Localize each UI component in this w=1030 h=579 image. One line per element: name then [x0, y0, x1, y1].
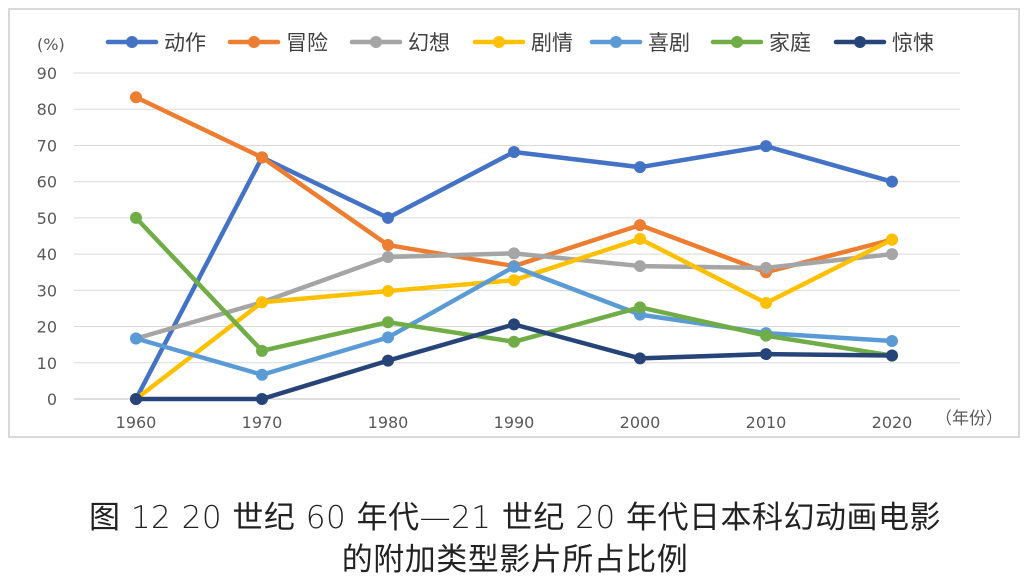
legend-swatch-marker: [370, 36, 382, 48]
data-point-series-1: [382, 211, 394, 224]
data-point-series-4: [256, 296, 268, 309]
legend-swatch-marker: [126, 36, 138, 48]
data-point-series-4: [760, 297, 772, 310]
y-tick-label: 10: [37, 354, 57, 373]
data-point-series-3: [634, 260, 646, 273]
y-axis-label: (%): [37, 35, 65, 54]
data-point-series-7: [886, 349, 898, 362]
data-point-series-5: [256, 368, 268, 381]
data-point-series-4: [886, 233, 898, 246]
y-tick-label: 90: [37, 64, 57, 83]
data-point-series-2: [256, 151, 268, 164]
data-point-series-1: [634, 161, 646, 174]
x-tick-label: 2000: [620, 413, 661, 432]
y-tick-label: 60: [37, 173, 57, 192]
y-tick-label: 40: [37, 245, 57, 264]
legend-label: 冒险: [286, 31, 328, 55]
chart-frame: 0 10 20 30 40 50 60 70 80 90 (%) 1960 1970 1980 1990 20…: [8, 8, 1020, 438]
data-point-series-3: [382, 251, 394, 264]
data-point-series-7: [256, 393, 268, 405]
data-point-series-1: [760, 140, 772, 153]
x-tick-label: 1980: [368, 413, 409, 432]
data-point-series-7: [760, 348, 772, 361]
legend-swatch-marker: [248, 36, 260, 48]
y-tick-label: 80: [37, 100, 57, 119]
data-point-series-4: [634, 232, 646, 245]
data-point-series-6: [382, 316, 394, 329]
data-point-series-1: [886, 175, 898, 188]
y-tick-label: 20: [37, 318, 57, 337]
data-point-series-3: [760, 261, 772, 274]
legend-label: 剧情: [531, 31, 573, 55]
legend-label: 动作: [164, 31, 206, 55]
data-point-series-2: [634, 219, 646, 232]
data-point-series-5: [382, 331, 394, 344]
data-point-series-6: [256, 344, 268, 357]
data-point-series-6: [130, 211, 142, 224]
data-point-series-4: [382, 285, 394, 298]
x-tick-label: 1990: [494, 413, 535, 432]
x-tick-label: 1970: [242, 413, 283, 432]
legend-swatch-marker: [731, 36, 743, 48]
x-tick-label: 2010: [746, 413, 787, 432]
figure-caption-line-1: 图 12 20 世纪 60 年代—21 世纪 20 年代日本科幻动画电影: [88, 500, 942, 536]
data-point-series-7: [508, 318, 520, 331]
line-chart: 0 10 20 30 40 50 60 70 80 90 (%) 1960 1970 1980 1990 20…: [37, 31, 1003, 432]
data-point-series-1: [508, 145, 520, 158]
legend-swatch-marker: [493, 36, 505, 48]
data-point-series-7: [382, 354, 394, 367]
legend-label: 家庭: [769, 31, 811, 55]
data-point-series-6: [634, 301, 646, 314]
legend-label: 喜剧: [648, 31, 690, 55]
data-point-series-7: [634, 352, 646, 365]
data-point-series-5: [886, 335, 898, 348]
x-axis-label: （年份）: [935, 409, 1003, 429]
data-point-series-2: [382, 239, 394, 252]
data-point-series-3: [886, 248, 898, 261]
legend-swatch-marker: [610, 36, 622, 48]
x-tick-label: 1960: [116, 413, 157, 432]
data-point-series-2: [130, 91, 142, 104]
legend-label: 惊悚: [892, 31, 934, 55]
data-point-series-4: [508, 274, 520, 287]
data-point-series-6: [760, 329, 772, 342]
x-tick-label: 2020: [872, 413, 913, 432]
legend-label: 幻想: [408, 31, 450, 55]
data-point-series-7: [130, 393, 142, 405]
data-point-series-5: [130, 332, 142, 345]
data-point-series-5: [508, 260, 520, 273]
y-tick-label: 50: [37, 209, 57, 228]
legend-swatch-marker: [854, 36, 866, 48]
y-tick-label: 0: [47, 390, 57, 409]
y-tick-label: 30: [37, 281, 57, 300]
data-point-series-6: [508, 335, 520, 348]
figure-caption-line-2: 的附加类型影片所占比例: [341, 542, 689, 578]
y-tick-label: 70: [37, 136, 57, 155]
data-point-series-3: [508, 247, 520, 260]
